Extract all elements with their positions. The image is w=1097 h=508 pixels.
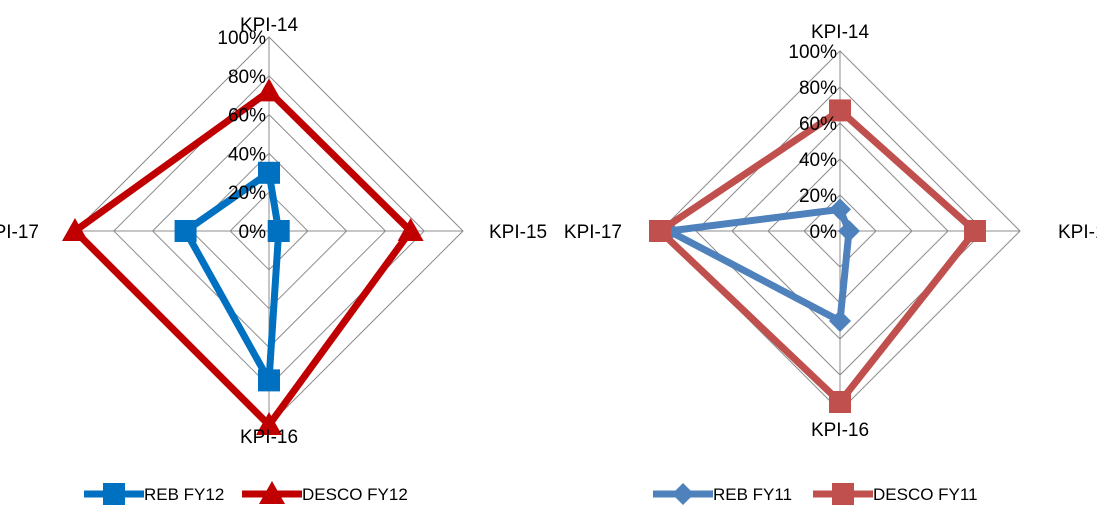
chart-1-tick-label: 60% <box>228 106 266 127</box>
chart-2-axis-label: KPI-16 <box>811 420 869 441</box>
chart-1-legend-swatch-marker-2 <box>259 481 285 504</box>
chart-2-series-2-point-3 <box>829 391 851 413</box>
chart-2-tick-label: 100% <box>788 42 837 63</box>
chart-2-axis-label: KPI-15 <box>1058 222 1097 243</box>
chart-1-series-2-point-2 <box>397 218 424 241</box>
chart-2-legend-swatch-marker-2 <box>832 483 854 505</box>
chart-2-axis-label: KPI-14 <box>811 22 870 43</box>
chart-1-legend-swatch-marker-1 <box>103 483 125 505</box>
chart-1-axis-label: KPI-14 <box>240 15 299 36</box>
chart-2-series-1-point-3 <box>829 310 851 332</box>
chart-2-legend-label: REB FY11 <box>713 485 792 504</box>
chart-1-series-1-point-3 <box>258 369 280 392</box>
chart-1-series-1-point-1 <box>258 161 280 184</box>
chart-2-legend-swatch-marker-1 <box>672 483 694 505</box>
chart-2-tick-label: 20% <box>799 186 837 207</box>
chart-2-series-2-point-2 <box>964 220 986 242</box>
chart-2-legend-label: DESCO FY11 <box>873 485 978 504</box>
chart-1-tick-label: 20% <box>228 183 266 204</box>
chart-1-tick-label: 40% <box>228 144 266 165</box>
chart-1-axis-label: KPI-17 <box>0 222 39 243</box>
chart-2-series-1-point-2 <box>838 220 860 242</box>
chart-1-series-1-point-4 <box>174 220 197 242</box>
chart-2-tick-label: 80% <box>799 78 837 99</box>
chart-1-legend-label: REB FY12 <box>144 485 224 504</box>
chart-2-series-2-point-1 <box>829 99 851 122</box>
chart-2-tick-label: 0% <box>810 222 838 243</box>
chart-1-axis-label: KPI-16 <box>240 427 298 448</box>
chart-1-tick-label: 80% <box>228 67 266 88</box>
chart-1-tick-label: 0% <box>239 222 267 243</box>
chart-1-tick-label: 100% <box>217 28 266 49</box>
chart-1-series-2-point-3 <box>256 412 282 435</box>
chart-2-series-1-point-1 <box>829 198 851 221</box>
chart-1-series-2-point-4 <box>62 218 88 241</box>
chart-2-axis-label: KPI-17 <box>564 222 622 243</box>
chart-1-axis-label: KPI-15 <box>489 222 547 243</box>
chart-1-series-2-point-1 <box>256 78 282 102</box>
chart-2-tick-label: 60% <box>799 114 837 135</box>
chart-2-series-2-point-4 <box>649 220 671 242</box>
chart-1-series-1-point-2 <box>267 220 290 242</box>
chart-1-legend-label: DESCO FY12 <box>302 485 408 504</box>
chart-2-tick-label: 40% <box>799 150 837 171</box>
